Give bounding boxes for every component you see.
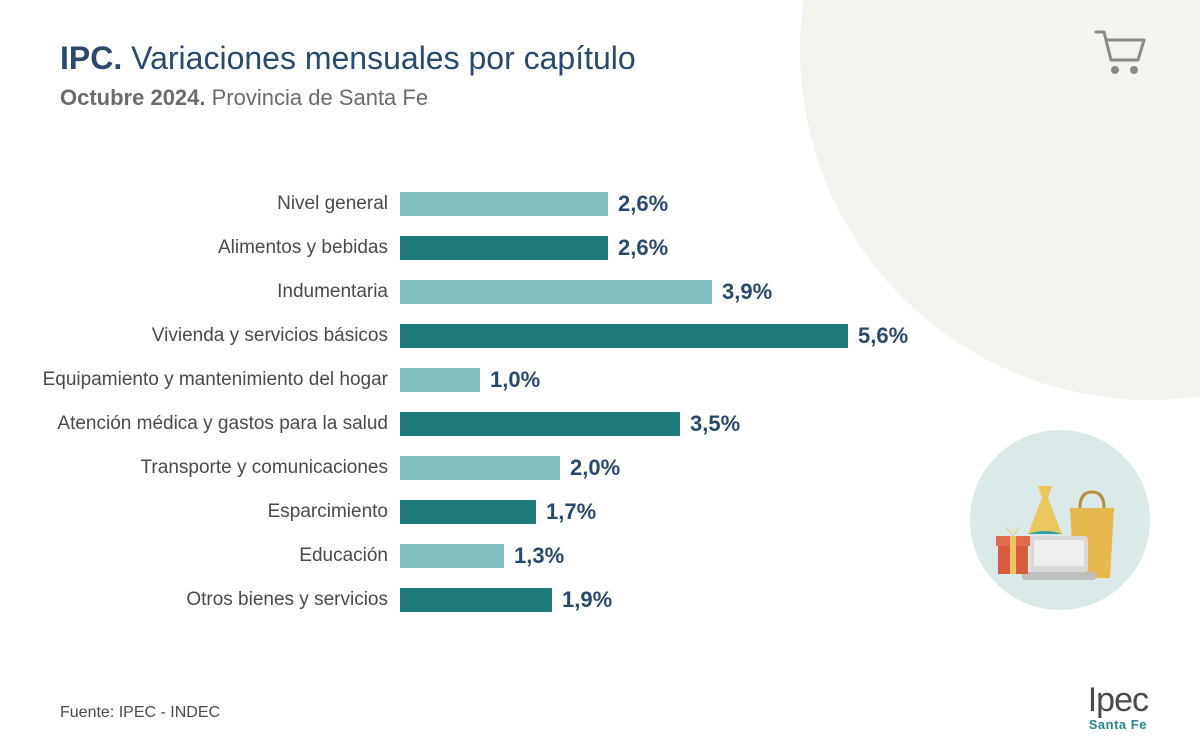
cart-icon: [1094, 28, 1148, 83]
bar: [400, 280, 712, 304]
shopping-items-icon: [992, 478, 1122, 593]
page-title: IPC. Variaciones mensuales por capítulo: [60, 40, 1140, 77]
bar: [400, 500, 536, 524]
bar-track: 5,6%: [400, 323, 1200, 349]
row-label: Transporte y comunicaciones: [0, 457, 400, 479]
row-label: Educación: [0, 545, 400, 567]
bar: [400, 588, 552, 612]
row-label: Otros bienes y servicios: [0, 589, 400, 611]
value-label: 3,5%: [690, 411, 740, 437]
title-rest: Variaciones mensuales por capítulo: [122, 40, 635, 76]
page-subtitle: Octubre 2024. Provincia de Santa Fe: [60, 85, 1140, 111]
bar-track: 3,9%: [400, 279, 1200, 305]
bar: [400, 192, 608, 216]
subtitle-rest: Provincia de Santa Fe: [206, 85, 429, 110]
source-footer: Fuente: IPEC - INDEC: [60, 704, 220, 722]
value-label: 1,3%: [514, 543, 564, 569]
value-label: 1,0%: [490, 367, 540, 393]
value-label: 1,7%: [546, 499, 596, 525]
bar-track: 1,0%: [400, 367, 1200, 393]
bar: [400, 412, 680, 436]
value-label: 5,6%: [858, 323, 908, 349]
chart-row: Indumentaria 3,9%: [0, 273, 1200, 311]
row-label: Esparcimiento: [0, 501, 400, 523]
bar: [400, 456, 560, 480]
chart-row: Nivel general 2,6%: [0, 185, 1200, 223]
value-label: 2,6%: [618, 235, 668, 261]
row-label: Indumentaria: [0, 281, 400, 303]
chart-row: Equipamiento y mantenimiento del hogar 1,…: [0, 361, 1200, 399]
logo-main: Ipec: [1088, 683, 1148, 717]
title-prefix: IPC.: [60, 40, 122, 76]
value-label: 2,0%: [570, 455, 620, 481]
row-label: Nivel general: [0, 193, 400, 215]
bar: [400, 236, 608, 260]
chart-row: Alimentos y bebidas 2,6%: [0, 229, 1200, 267]
bar: [400, 368, 480, 392]
bar: [400, 544, 504, 568]
row-label: Atención médica y gastos para la salud: [0, 413, 400, 435]
row-label: Equipamiento y mantenimiento del hogar: [0, 369, 400, 391]
row-label: Vivienda y servicios básicos: [0, 325, 400, 347]
chart-row: Vivienda y servicios básicos 5,6%: [0, 317, 1200, 355]
value-label: 3,9%: [722, 279, 772, 305]
row-label: Alimentos y bebidas: [0, 237, 400, 259]
bar: [400, 324, 848, 348]
logo: Ipec Santa Fe: [1088, 683, 1148, 732]
bar-track: 2,6%: [400, 191, 1200, 217]
value-label: 2,6%: [618, 191, 668, 217]
chart-row: Atención médica y gastos para la salud 3,…: [0, 405, 1200, 443]
value-label: 1,9%: [562, 587, 612, 613]
bar-track: 2,6%: [400, 235, 1200, 261]
logo-sub: Santa Fe: [1088, 717, 1148, 732]
subtitle-bold: Octubre 2024.: [60, 85, 206, 110]
